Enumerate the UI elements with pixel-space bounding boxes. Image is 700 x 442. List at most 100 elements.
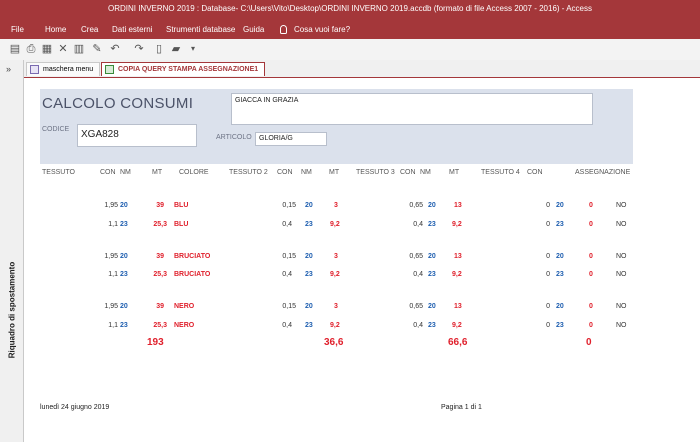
col-nm-2: NM: [301, 169, 312, 176]
menu-guida[interactable]: Guida: [243, 25, 265, 34]
cell-con: 1,95: [104, 202, 118, 209]
cell-mt-3: 13: [454, 253, 462, 260]
cell-con-3: 0,4: [413, 322, 423, 329]
total-mt-4: 0: [586, 337, 592, 348]
total-mt: 193: [147, 337, 164, 348]
new-icon[interactable]: ▯: [155, 43, 163, 55]
col-con-2: CON: [277, 169, 293, 176]
cell-con: 1,1: [108, 271, 118, 278]
page-number: Pagina 1 di 1: [441, 404, 482, 411]
report-tab-icon: [105, 65, 114, 74]
cell-nm-4: 20: [556, 202, 564, 209]
cell-colore: NERO: [174, 322, 195, 329]
cell-mt-3: 9,2: [452, 322, 462, 329]
print-preview-icon[interactable]: ⎙: [26, 43, 36, 55]
cell-nm-4: 23: [556, 322, 564, 329]
cell-nm-3: 23: [428, 221, 436, 228]
col-con-4: CON: [527, 169, 543, 176]
expand-nav-icon[interactable]: »: [6, 64, 12, 74]
cell-mt: 39: [156, 303, 164, 310]
edit-icon[interactable]: ✎: [92, 43, 102, 55]
cell-mt-3: 13: [454, 202, 462, 209]
tab-copia-query-stampa[interactable]: COPIA QUERY STAMPA ASSEGNAZIONE1: [101, 62, 266, 76]
tab-maschera-menu[interactable]: maschera menu: [26, 62, 101, 76]
cell-con-2: 0,4: [282, 271, 292, 278]
cell-con-3: 0,4: [413, 271, 423, 278]
cell-nm: 23: [120, 322, 128, 329]
quick-access-toolbar: ▤ ⎙ ▦ ✕ ▥ ✎ ↶ ↷ ▯ ▰ ▾: [0, 39, 700, 61]
cell-con-4: 0: [546, 271, 550, 278]
tell-me-search[interactable]: Cosa vuoi fare?: [294, 25, 351, 34]
cell-assegnazione: NO: [616, 221, 627, 228]
col-con: CON: [100, 169, 116, 176]
customer-value: GIACCA IN GRAZIA: [235, 97, 299, 104]
cell-con-3: 0,65: [409, 253, 423, 260]
tab-label: maschera menu: [43, 66, 94, 73]
articolo-field: GLORIA/G: [255, 132, 327, 146]
articolo-value: GLORIA/G: [259, 135, 293, 142]
cell-nm-4: 20: [556, 303, 564, 310]
cell-con: 1,95: [104, 253, 118, 260]
cell-mt-4: 0: [589, 221, 593, 228]
cell-mt-2: 3: [334, 202, 338, 209]
cell-con-4: 0: [546, 221, 550, 228]
cell-mt-2: 3: [334, 253, 338, 260]
cell-con-3: 0,65: [409, 303, 423, 310]
form-icon: [30, 65, 39, 74]
cell-con-3: 0,4: [413, 221, 423, 228]
menu-file[interactable]: File: [11, 25, 24, 34]
cell-nm: 20: [120, 303, 128, 310]
title-bar: ORDINI INVERNO 2019 : Database- C:\Users…: [0, 0, 700, 21]
cell-mt-4: 0: [589, 303, 593, 310]
cell-nm: 20: [120, 253, 128, 260]
cell-nm-2: 20: [305, 202, 313, 209]
cell-mt-4: 0: [589, 253, 593, 260]
menu-crea[interactable]: Crea: [81, 25, 99, 34]
cell-colore: BRUCIATO: [174, 253, 211, 260]
cell-mt-3: 9,2: [452, 221, 462, 228]
cell-assegnazione: NO: [616, 271, 627, 278]
view-icon[interactable]: ▤: [9, 43, 21, 55]
cell-con: 1,1: [108, 322, 118, 329]
document-tabs: maschera menu COPIA QUERY STAMPA ASSEGNA…: [24, 60, 700, 78]
col-tessuto-2: TESSUTO 2: [229, 169, 268, 176]
cell-nm-3: 20: [428, 253, 436, 260]
folder-icon[interactable]: ▰: [171, 43, 181, 55]
cell-mt-2: 9,2: [330, 322, 340, 329]
menu-strumenti-database[interactable]: Strumenti database: [166, 25, 236, 34]
cell-mt-4: 0: [589, 271, 593, 278]
undo-icon[interactable]: ↶: [110, 43, 120, 55]
redo-icon[interactable]: ↷: [134, 43, 144, 55]
menu-dati-esterni[interactable]: Dati esterni: [112, 25, 153, 34]
cell-nm-2: 23: [305, 271, 313, 278]
cell-con-2: 0,15: [282, 303, 296, 310]
cell-colore: BRUCIATO: [174, 271, 211, 278]
col-tessuto-3: TESSUTO 3: [356, 169, 395, 176]
customer-field: GIACCA IN GRAZIA: [231, 93, 593, 125]
cell-nm-4: 23: [556, 221, 564, 228]
cell-con: 1,95: [104, 303, 118, 310]
col-tessuto-4: TESSUTO 4: [481, 169, 520, 176]
menu-home[interactable]: Home: [45, 25, 67, 34]
window-title: ORDINI INVERNO 2019 : Database- C:\Users…: [107, 4, 593, 13]
table-icon[interactable]: ▥: [73, 43, 85, 55]
codice-label: CODICE: [42, 126, 70, 133]
cell-mt: 39: [156, 253, 164, 260]
customize-dropdown-icon[interactable]: ▾: [190, 44, 195, 53]
total-mt-3: 66,6: [448, 337, 468, 348]
cell-nm-2: 23: [305, 322, 313, 329]
cell-mt: 25,3: [153, 322, 167, 329]
close-icon[interactable]: ✕: [58, 43, 68, 55]
navigation-pane: » Riquadro di spostamento: [0, 60, 24, 442]
cell-colore: BLU: [174, 202, 189, 209]
cell-con-3: 0,65: [409, 202, 423, 209]
articolo-label: ARTICOLO: [216, 134, 252, 141]
col-colore: COLORE: [179, 169, 209, 176]
cell-nm-2: 20: [305, 303, 313, 310]
col-nm: NM: [120, 169, 131, 176]
col-mt: MT: [152, 169, 163, 176]
cell-assegnazione: NO: [616, 303, 627, 310]
report-icon[interactable]: ▦: [41, 43, 53, 55]
navigation-pane-label[interactable]: Riquadro di spostamento: [7, 261, 17, 359]
col-mt-2: MT: [329, 169, 340, 176]
